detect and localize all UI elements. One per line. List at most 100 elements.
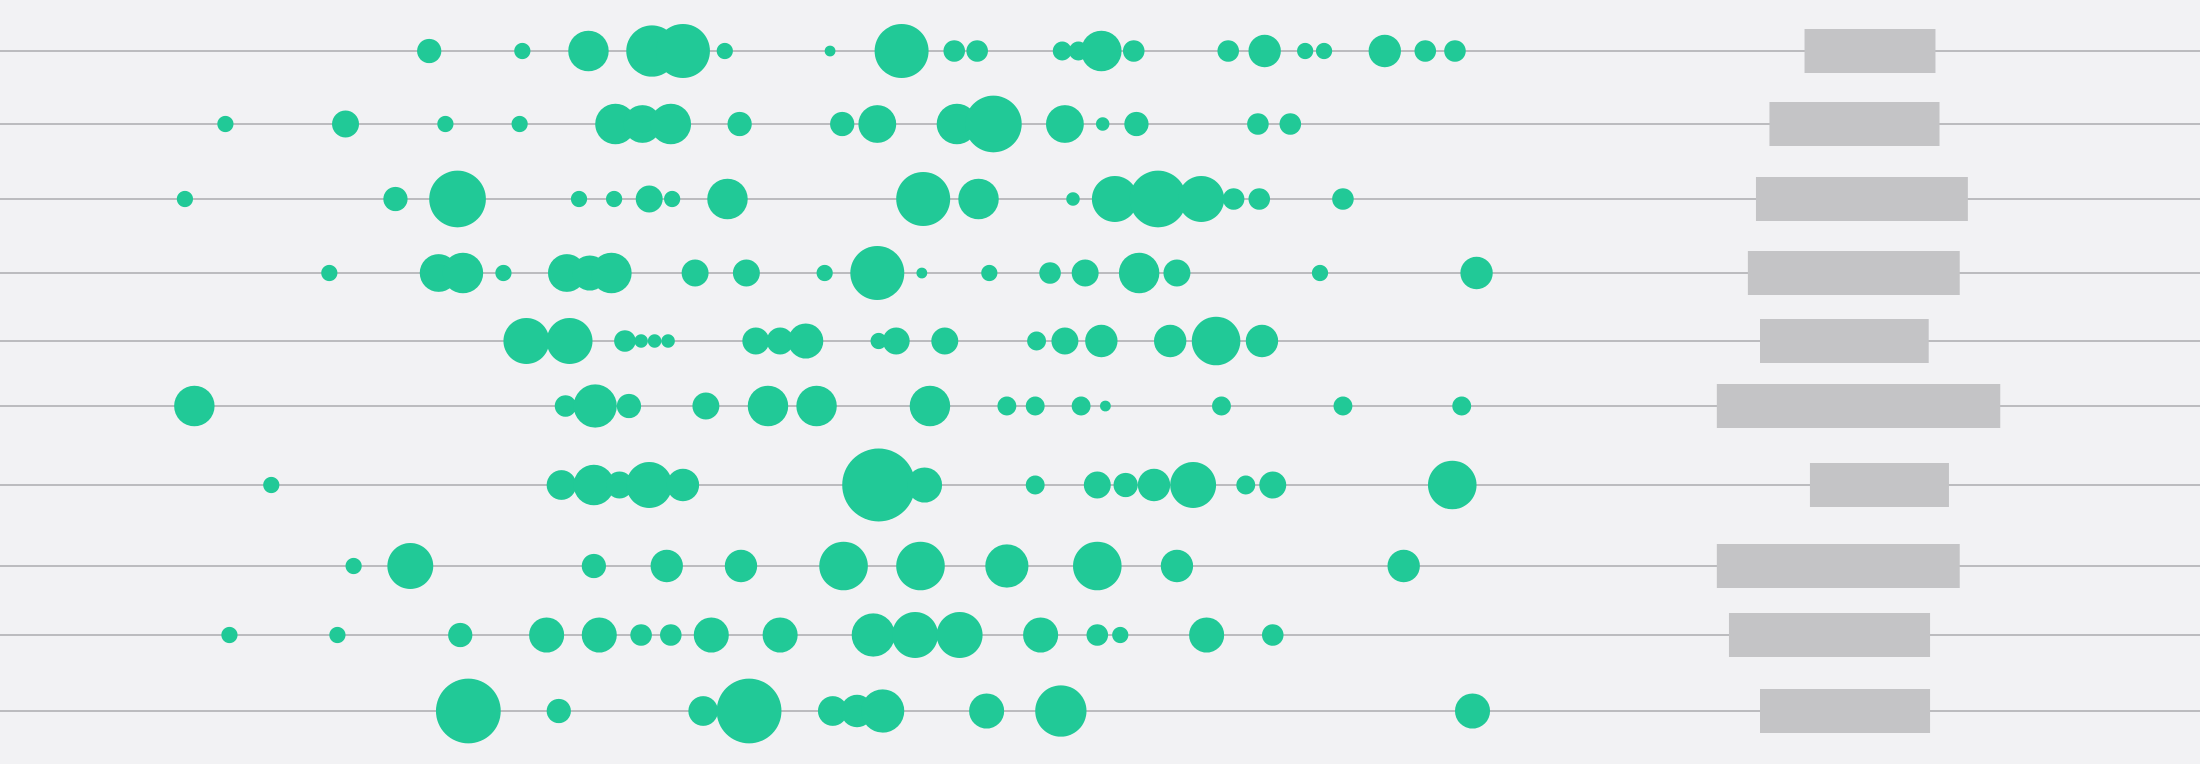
range-bar <box>1804 29 1936 73</box>
data-bubble <box>554 395 577 417</box>
data-bubble <box>503 318 550 364</box>
data-bubble <box>1124 111 1149 137</box>
data-bubble <box>546 698 571 724</box>
data-bubble <box>1315 42 1333 60</box>
data-bubble <box>635 185 663 213</box>
data-bubble <box>606 471 634 499</box>
data-bubble <box>1163 259 1191 287</box>
data-bubble <box>742 327 770 355</box>
data-bubble <box>1170 462 1217 508</box>
data-bubble <box>568 30 609 72</box>
data-bubble <box>1414 40 1437 62</box>
data-bubble <box>217 115 234 133</box>
data-bubble <box>688 696 719 726</box>
data-bubble <box>437 115 454 133</box>
range-bar <box>1809 463 1949 507</box>
range-bar <box>1760 319 1929 363</box>
data-bubble <box>1248 188 1271 210</box>
data-bubble <box>1217 40 1240 62</box>
data-bubble <box>830 111 855 137</box>
data-bubble <box>634 334 648 348</box>
data-bubble <box>1261 624 1284 646</box>
data-bubble <box>660 624 682 646</box>
data-bubble <box>1071 259 1099 287</box>
data-bubble <box>943 40 966 62</box>
data-bubble <box>1222 188 1245 210</box>
chart-row <box>0 541 2200 591</box>
data-bubble <box>1118 252 1160 294</box>
data-bubble <box>692 392 720 420</box>
data-bubble <box>850 246 905 300</box>
data-bubble <box>981 264 998 282</box>
data-bubble <box>762 617 798 653</box>
data-bubble <box>816 264 833 282</box>
data-bubble <box>882 327 910 355</box>
data-bubble <box>1073 541 1122 591</box>
data-bubble <box>842 448 916 522</box>
range-bar <box>1760 689 1931 733</box>
data-bubble <box>626 462 673 508</box>
data-bubble <box>1027 331 1047 351</box>
data-bubble <box>435 678 501 744</box>
data-bubble <box>546 470 577 500</box>
data-bubble <box>1279 113 1302 135</box>
chart-row <box>0 24 2200 78</box>
data-bubble <box>321 264 338 282</box>
data-bubble <box>1189 617 1225 653</box>
data-bubble <box>529 617 565 653</box>
data-bubble <box>666 468 700 502</box>
data-bubble <box>724 549 758 583</box>
data-bubble <box>661 334 675 348</box>
data-bubble <box>716 42 733 60</box>
data-bubble <box>1083 471 1111 499</box>
data-bubble <box>817 696 848 726</box>
data-bubble <box>495 264 512 282</box>
data-bubble <box>936 612 983 658</box>
data-bubble <box>1113 472 1138 498</box>
chart-row <box>0 246 2200 300</box>
data-bubble <box>796 385 837 427</box>
data-bubble <box>581 617 617 653</box>
data-bubble <box>1259 471 1287 499</box>
data-bubble <box>387 543 434 589</box>
data-bubble <box>1091 176 1138 222</box>
data-bubble <box>1112 626 1129 644</box>
chart-rows <box>0 24 2200 744</box>
data-bubble <box>727 111 752 137</box>
data-bubble <box>1086 624 1109 646</box>
data-bubble <box>732 259 760 287</box>
data-bubble <box>958 178 999 220</box>
data-bubble <box>892 612 939 658</box>
data-bubble <box>1129 170 1187 228</box>
data-bubble <box>1122 40 1145 62</box>
data-bubble <box>985 544 1029 588</box>
chart-row <box>0 170 2200 228</box>
data-bubble <box>546 318 593 364</box>
data-bubble <box>1081 30 1122 72</box>
data-bubble <box>707 178 748 220</box>
data-bubble <box>1444 40 1466 62</box>
data-bubble <box>1071 396 1091 416</box>
data-bubble <box>681 259 709 287</box>
data-bubble <box>655 24 710 78</box>
data-bubble <box>1023 617 1059 653</box>
data-bubble <box>965 95 1022 153</box>
data-bubble <box>1039 262 1061 284</box>
data-bubble <box>1248 34 1281 68</box>
chart-row <box>0 316 2200 366</box>
data-bubble <box>429 170 486 228</box>
data-bubble <box>221 626 238 644</box>
data-bubble <box>417 38 442 64</box>
data-bubble <box>1066 192 1080 206</box>
data-bubble <box>650 103 692 145</box>
data-bubble <box>1025 475 1045 495</box>
range-bar <box>1755 177 1968 221</box>
chart-row <box>0 678 2200 744</box>
data-bubble <box>747 385 789 427</box>
data-bubble <box>176 190 194 208</box>
data-bubble <box>1100 400 1111 412</box>
data-bubble <box>1427 460 1477 510</box>
data-bubble <box>573 384 617 428</box>
data-bubble <box>383 186 408 212</box>
